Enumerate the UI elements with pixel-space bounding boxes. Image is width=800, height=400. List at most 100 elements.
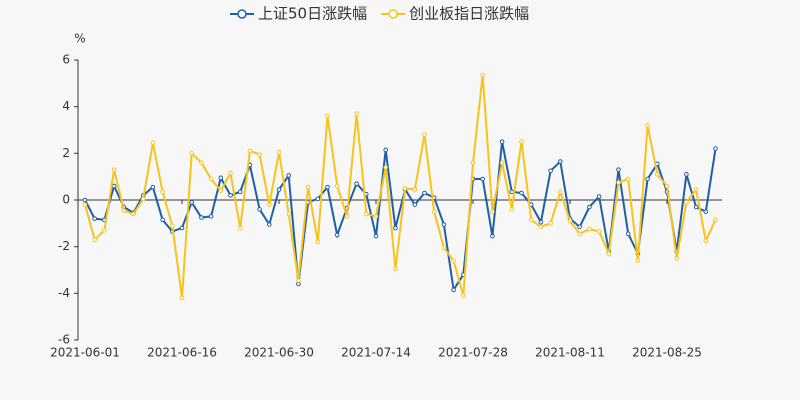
point (82, 202, 88, 207)
point (286, 211, 292, 217)
point (461, 293, 466, 298)
legend-marker (388, 9, 398, 19)
point (596, 229, 602, 234)
point (334, 183, 340, 189)
point (538, 219, 544, 225)
point (354, 181, 359, 186)
point (645, 176, 650, 182)
point (228, 170, 233, 176)
point (228, 193, 233, 198)
point (364, 211, 369, 217)
series-line (84, 75, 717, 299)
point (412, 202, 418, 207)
point (655, 172, 660, 177)
y-tick-label: 6 (62, 53, 70, 67)
point (587, 226, 592, 232)
point (451, 258, 456, 263)
point (499, 160, 505, 165)
y-tick-label: -6 (58, 333, 70, 347)
point (422, 190, 427, 196)
point (616, 167, 621, 172)
x-tick-label: 2021-06-16 (147, 346, 217, 360)
point (315, 196, 321, 202)
point (703, 209, 709, 214)
point (499, 139, 505, 144)
point (179, 225, 185, 231)
point (276, 187, 282, 192)
point (393, 266, 398, 272)
point (558, 189, 563, 195)
point (528, 217, 534, 223)
point (558, 159, 563, 164)
point (383, 147, 389, 153)
point (131, 211, 136, 217)
point (82, 197, 88, 203)
point (509, 189, 515, 195)
point (519, 190, 524, 196)
series-line (84, 141, 717, 293)
point (625, 176, 631, 182)
point (587, 204, 592, 210)
x-tick-label: 2021-06-01 (50, 346, 120, 360)
point (548, 221, 553, 226)
point (625, 231, 631, 237)
x-tick-label: 2021-07-28 (438, 346, 508, 360)
x-tick-label: 2021-08-11 (535, 346, 605, 360)
point (305, 184, 311, 190)
point (170, 223, 175, 228)
x-tick-label: 2021-08-25 (632, 346, 702, 360)
point (237, 225, 243, 231)
point (509, 207, 515, 212)
point (121, 208, 127, 213)
point (218, 188, 224, 193)
y-tick-label: 2 (62, 146, 70, 160)
point (237, 189, 243, 195)
point (596, 194, 602, 199)
point (422, 132, 427, 137)
point (616, 180, 621, 185)
point (189, 200, 194, 205)
point (344, 214, 350, 219)
point (713, 217, 718, 223)
point (383, 165, 389, 170)
legend-label: 上证50日涨跌幅 (258, 5, 367, 23)
point (693, 187, 699, 192)
point (325, 113, 330, 119)
point (199, 160, 204, 165)
point (111, 183, 117, 189)
point (150, 140, 156, 146)
point (538, 224, 544, 230)
point (334, 232, 340, 238)
point (567, 218, 573, 224)
point (645, 123, 650, 128)
x-tick-label: 2021-06-30 (244, 346, 314, 360)
point (199, 215, 204, 220)
point (664, 183, 670, 189)
point (160, 189, 165, 195)
point (577, 231, 583, 237)
x-tick-label: 2021-07-14 (341, 346, 411, 360)
point (92, 216, 97, 221)
point (373, 233, 379, 239)
point (635, 258, 641, 263)
point (441, 222, 447, 227)
point (451, 287, 456, 293)
point (102, 228, 107, 233)
point (577, 224, 583, 230)
point (441, 245, 447, 251)
point (373, 214, 379, 219)
point (519, 139, 524, 144)
point (431, 209, 437, 214)
point (218, 175, 224, 181)
point (150, 184, 156, 190)
point (393, 225, 398, 231)
point (179, 295, 185, 301)
point (92, 237, 97, 242)
point (111, 167, 117, 172)
point (208, 176, 214, 182)
point (257, 152, 262, 157)
point (548, 168, 553, 174)
point (276, 149, 282, 155)
point (693, 204, 699, 210)
